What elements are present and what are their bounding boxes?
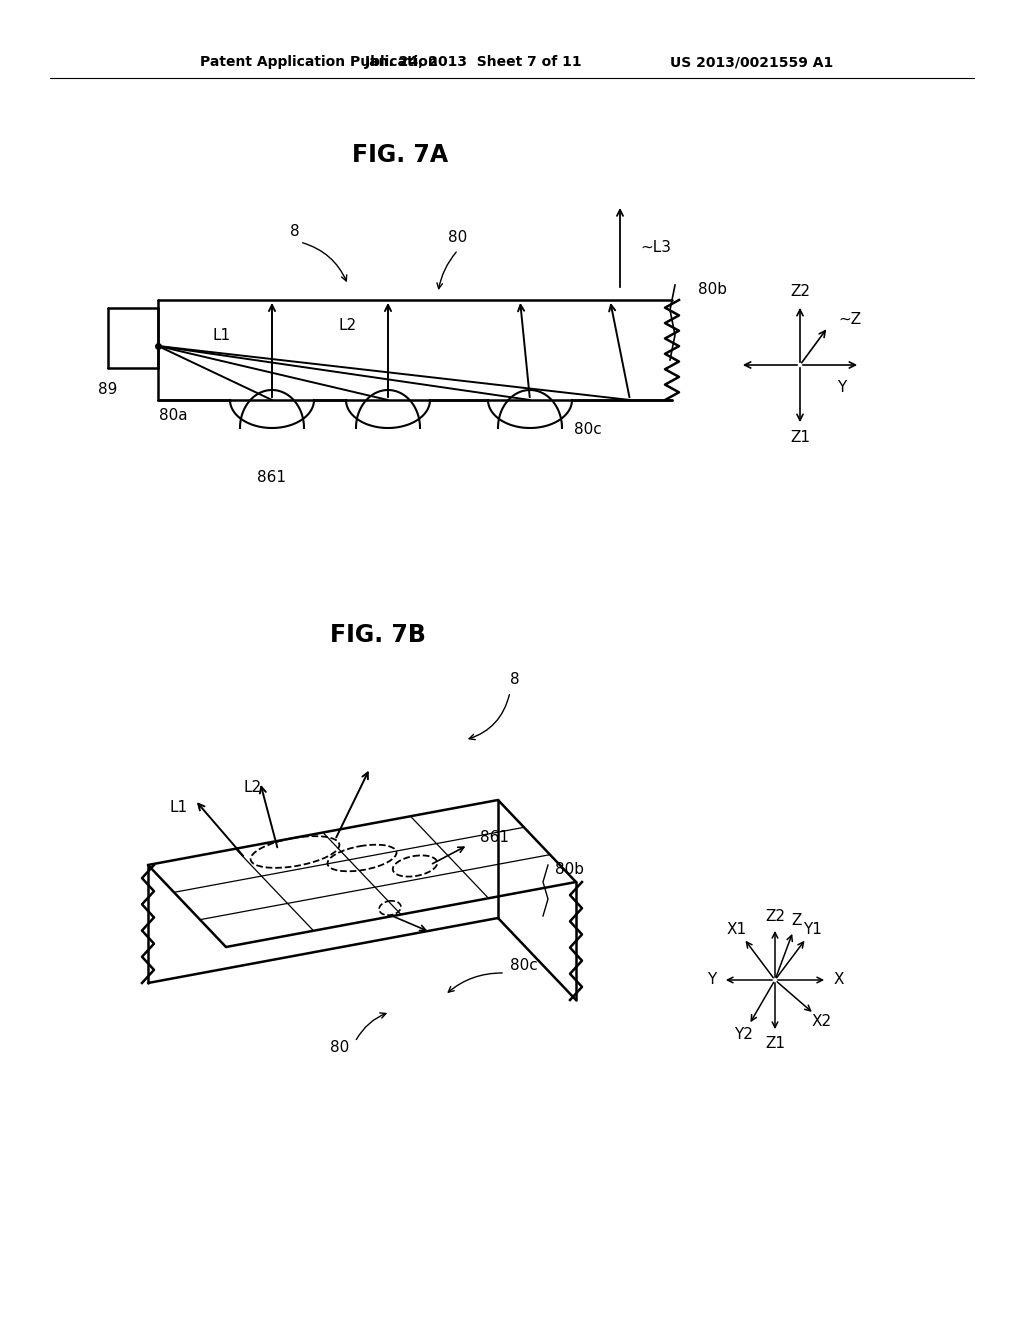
Text: FIG. 7B: FIG. 7B	[330, 623, 426, 647]
Text: X: X	[834, 973, 844, 987]
Text: 80a: 80a	[159, 408, 187, 422]
Text: 80b: 80b	[555, 862, 584, 878]
Text: X2: X2	[812, 1014, 831, 1028]
Text: Y1: Y1	[803, 923, 822, 937]
Text: 80: 80	[331, 1040, 349, 1056]
Text: Z2: Z2	[765, 909, 785, 924]
Text: Patent Application Publication: Patent Application Publication	[200, 55, 437, 69]
Text: US 2013/0021559 A1: US 2013/0021559 A1	[670, 55, 834, 69]
Text: L1: L1	[213, 327, 231, 342]
Text: Z2: Z2	[790, 285, 810, 300]
Text: 80: 80	[449, 231, 468, 246]
Text: ~L3: ~L3	[640, 240, 671, 256]
Text: FIG. 7A: FIG. 7A	[352, 143, 449, 168]
Text: L1: L1	[170, 800, 188, 816]
Text: Z: Z	[792, 912, 802, 928]
Text: Jan. 24, 2013  Sheet 7 of 11: Jan. 24, 2013 Sheet 7 of 11	[365, 55, 583, 69]
Text: Z1: Z1	[790, 430, 810, 446]
Text: 89: 89	[98, 383, 118, 397]
Text: Y: Y	[707, 973, 716, 987]
Text: ~Z: ~Z	[838, 313, 861, 327]
Text: 80c: 80c	[574, 422, 602, 437]
Text: 8: 8	[290, 224, 300, 239]
Text: 8: 8	[510, 672, 520, 688]
Text: 861: 861	[480, 830, 509, 846]
Text: 80c: 80c	[510, 957, 538, 973]
Text: 861: 861	[257, 470, 287, 486]
Text: Z1: Z1	[765, 1036, 785, 1051]
Text: X1: X1	[727, 923, 748, 937]
Text: L2: L2	[244, 780, 262, 796]
Text: L2: L2	[339, 318, 357, 333]
Text: Y: Y	[838, 380, 847, 395]
Text: Y2: Y2	[734, 1027, 754, 1041]
Text: 80b: 80b	[698, 282, 727, 297]
